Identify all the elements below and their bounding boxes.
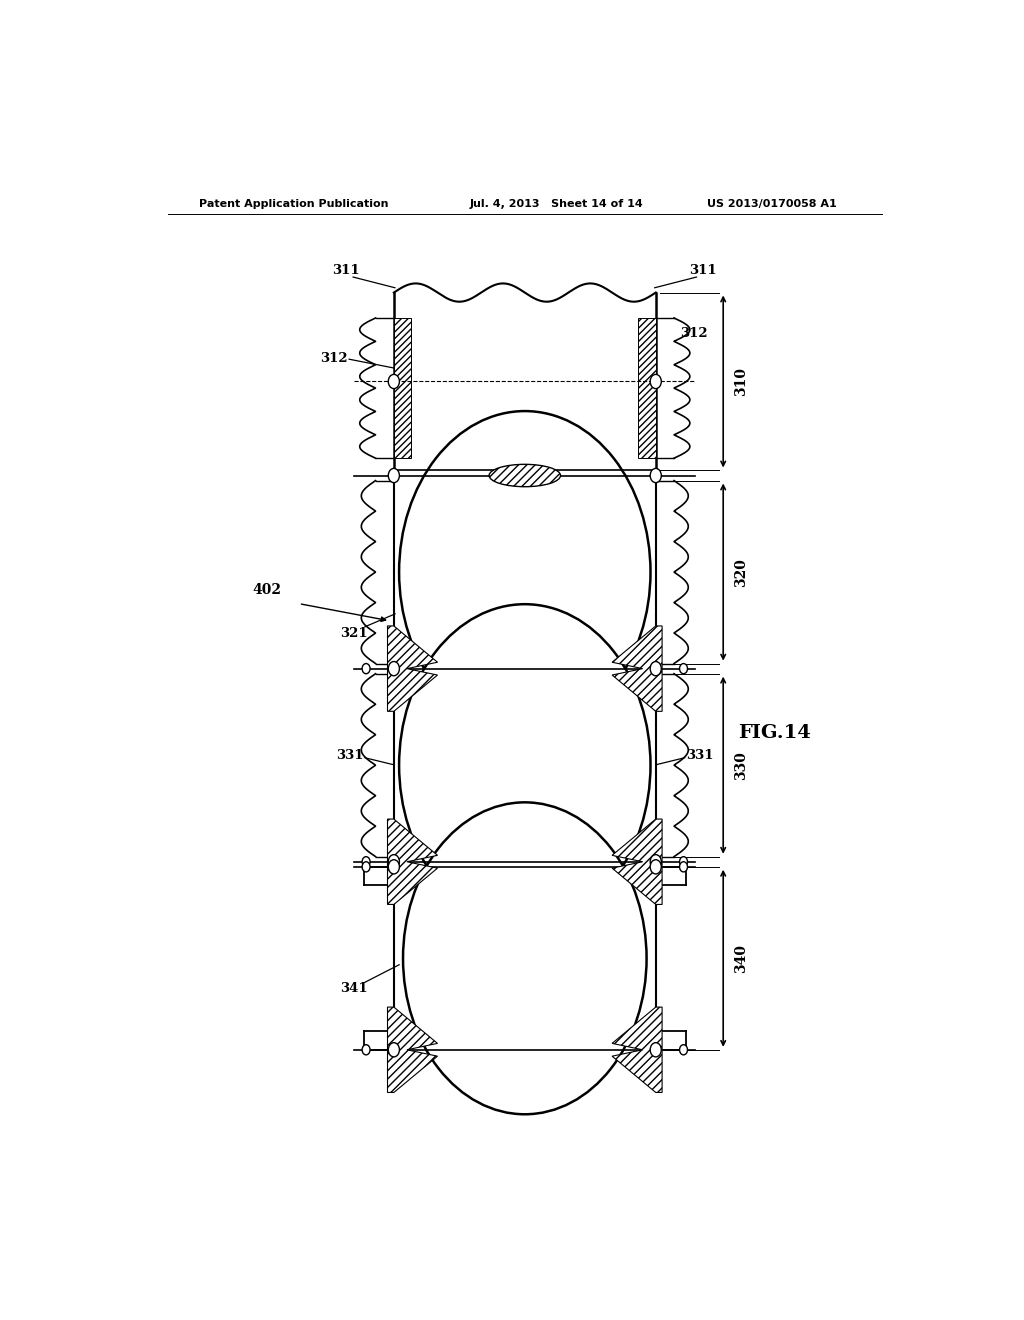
Text: 312: 312 [321,352,348,366]
Polygon shape [387,818,437,904]
Text: 341: 341 [340,982,368,995]
Circle shape [650,854,662,869]
Circle shape [362,1044,370,1055]
Circle shape [388,859,399,874]
Circle shape [650,1043,662,1057]
Bar [638,318,655,458]
Text: 402: 402 [252,583,282,598]
Circle shape [650,375,662,388]
Circle shape [650,661,662,676]
Text: 311: 311 [689,264,717,277]
Circle shape [680,857,687,867]
Circle shape [650,469,662,483]
Circle shape [388,375,399,388]
Ellipse shape [489,465,560,487]
Text: 330: 330 [733,751,748,780]
Text: US 2013/0170058 A1: US 2013/0170058 A1 [708,199,837,209]
Text: 331: 331 [337,748,364,762]
Text: 312: 312 [680,327,708,339]
Circle shape [388,854,399,869]
Text: 311: 311 [333,264,360,277]
Circle shape [650,859,662,874]
Text: 331: 331 [686,748,713,762]
Circle shape [362,857,370,867]
Text: 310: 310 [733,367,748,396]
Polygon shape [612,1007,663,1093]
Text: 340: 340 [733,944,748,973]
Circle shape [388,469,399,483]
Text: FIG.14: FIG.14 [738,723,811,742]
Polygon shape [612,626,663,711]
Polygon shape [612,818,663,904]
Circle shape [399,411,650,733]
Circle shape [362,862,370,873]
Bar [394,318,412,458]
Text: Patent Application Publication: Patent Application Publication [200,199,389,209]
Text: 320: 320 [733,557,748,586]
Circle shape [680,862,687,873]
Circle shape [362,664,370,673]
Circle shape [388,661,399,676]
Circle shape [399,605,650,927]
Text: 321: 321 [340,627,368,640]
Polygon shape [387,626,437,711]
Circle shape [388,1043,399,1057]
Circle shape [680,1044,687,1055]
Polygon shape [387,1007,437,1093]
Circle shape [403,803,646,1114]
Text: Jul. 4, 2013   Sheet 14 of 14: Jul. 4, 2013 Sheet 14 of 14 [469,199,643,209]
Circle shape [680,664,687,673]
